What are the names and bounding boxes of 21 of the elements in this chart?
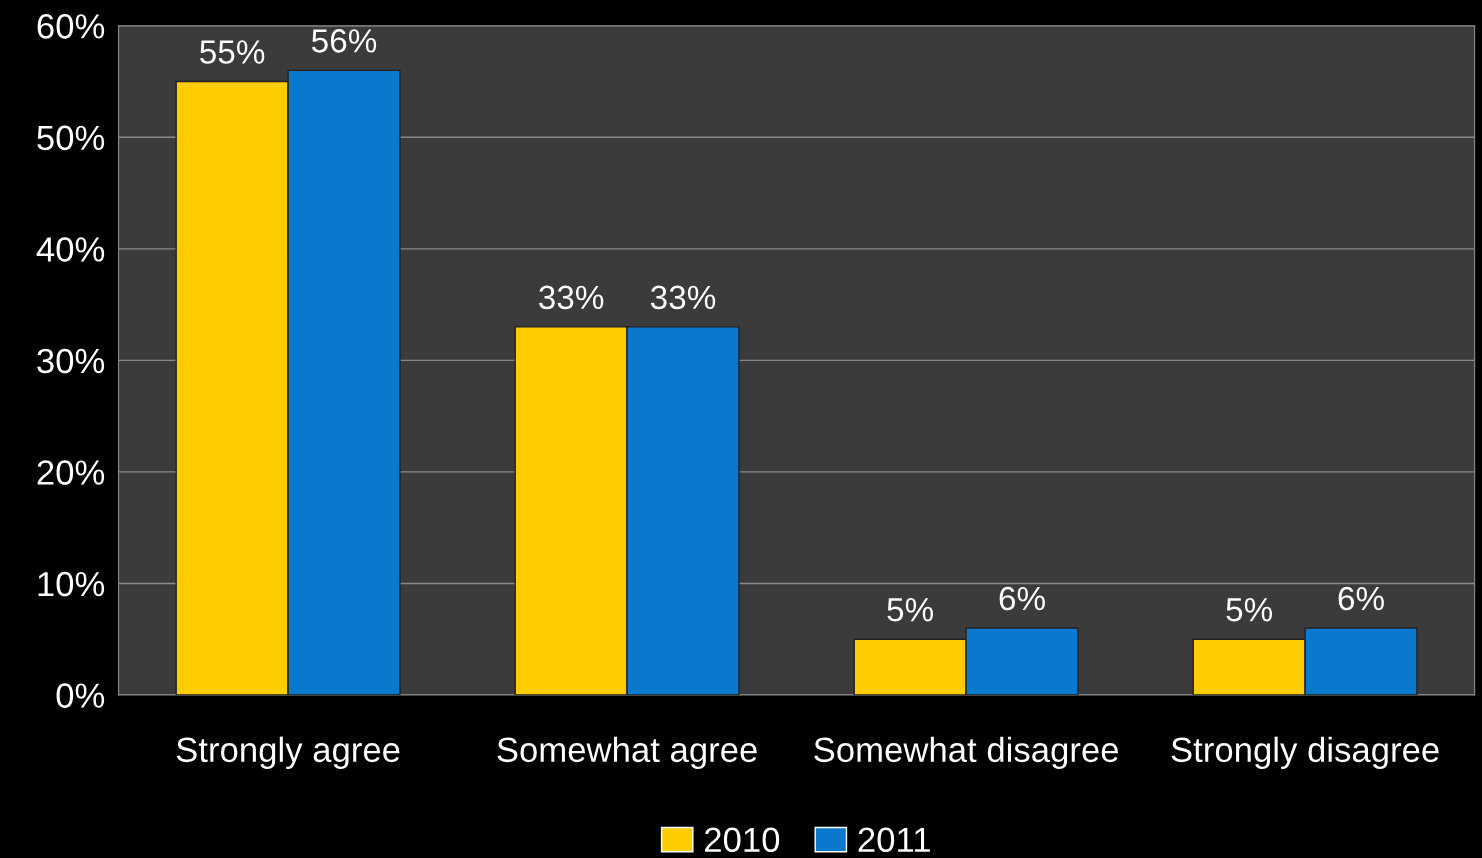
y-tick-label: 0%: [56, 683, 105, 708]
data-label: 5%: [1226, 598, 1273, 622]
data-label: 5%: [887, 598, 934, 622]
data-label: 6%: [1338, 586, 1384, 611]
data-label: 6%: [999, 586, 1045, 611]
x-tick-label: Strongly agree: [176, 736, 400, 770]
data-label: 56%: [311, 29, 377, 53]
y-tick-label: 30%: [37, 348, 105, 374]
data-label: 33%: [650, 285, 716, 310]
data-label: 55%: [200, 40, 265, 64]
x-tick-label: Somewhat agree: [497, 736, 757, 770]
y-tick-label: 40%: [36, 237, 105, 262]
data-label: 33%: [539, 285, 604, 310]
y-tick-label: 50%: [37, 125, 105, 151]
legend-label: 2011: [858, 827, 930, 853]
x-tick-label: Somewhat disagree: [814, 736, 1118, 770]
y-tick-label: 20%: [37, 460, 105, 485]
legend-label: 2010: [705, 827, 780, 853]
x-tick-label: Strongly disagree: [1171, 736, 1439, 770]
y-tick-label: 10%: [38, 571, 105, 597]
y-tick-label: 60%: [37, 14, 105, 39]
